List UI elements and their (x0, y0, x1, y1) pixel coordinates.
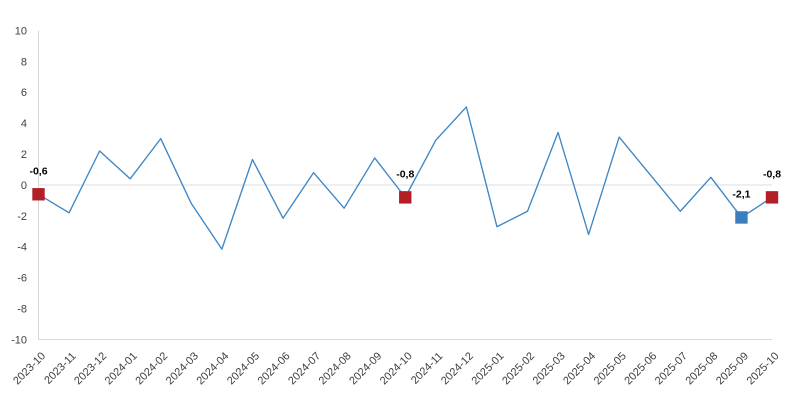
svg-text:-10: -10 (11, 334, 27, 346)
svg-text:-8: -8 (17, 304, 27, 316)
svg-text:0: 0 (21, 180, 27, 192)
svg-text:2: 2 (21, 149, 27, 161)
svg-text:-0,8: -0,8 (763, 168, 781, 180)
svg-text:-2: -2 (17, 211, 27, 223)
svg-text:8: 8 (21, 56, 27, 68)
svg-text:-0,8: -0,8 (396, 168, 414, 180)
svg-text:6: 6 (21, 87, 27, 99)
svg-text:-4: -4 (17, 242, 27, 254)
svg-text:-6: -6 (17, 273, 27, 285)
svg-text:-0,6: -0,6 (29, 165, 47, 177)
svg-text:4: 4 (21, 118, 27, 130)
svg-text:-2,1: -2,1 (732, 188, 750, 200)
svg-text:10: 10 (15, 25, 27, 37)
